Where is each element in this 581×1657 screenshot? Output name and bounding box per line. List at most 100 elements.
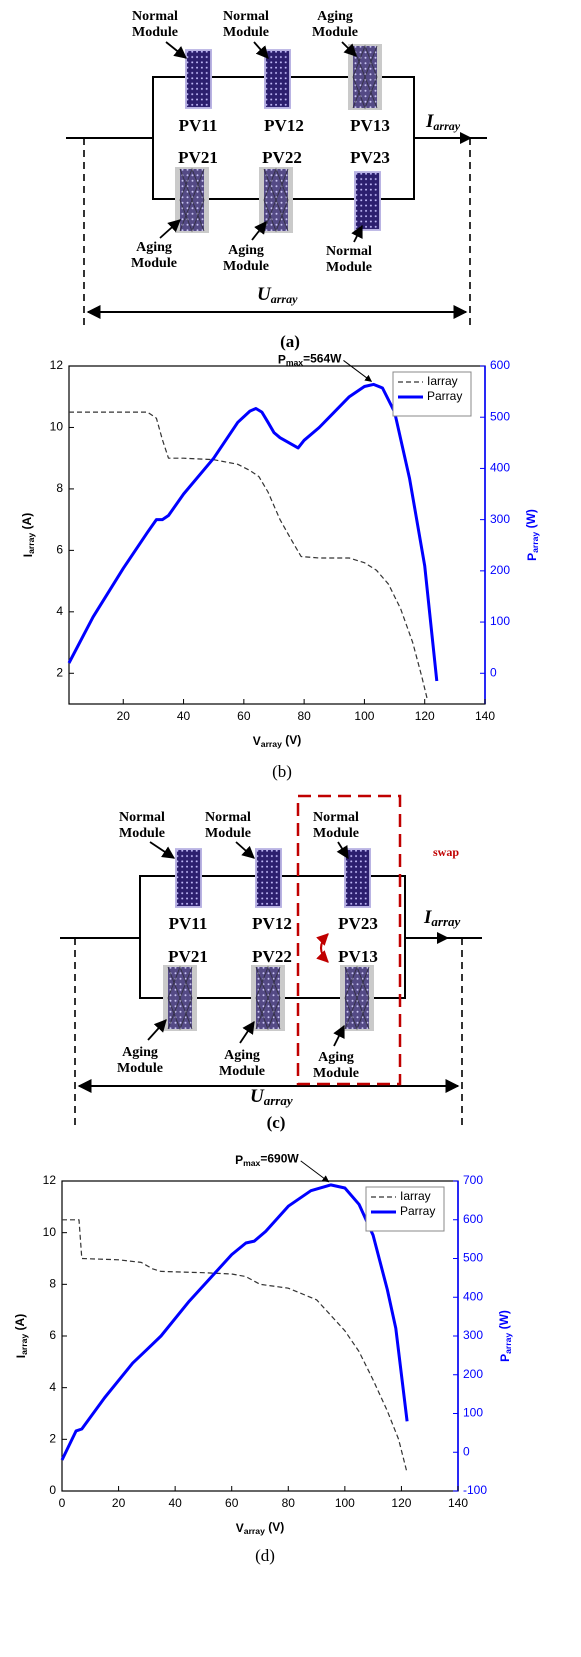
y-tick-label: 2 xyxy=(56,665,63,679)
annotation-arrow xyxy=(343,360,373,382)
x-tick-label: 20 xyxy=(112,1496,126,1510)
module-note: Module xyxy=(132,25,178,40)
pointer xyxy=(341,41,357,57)
y-axis-label-part: array xyxy=(19,1334,29,1355)
y2-tick-label: 700 xyxy=(463,1173,483,1187)
pointer xyxy=(333,1024,345,1047)
x-tick-label: 20 xyxy=(117,709,131,723)
module-name: PV13 xyxy=(350,116,390,135)
annotation-part: P xyxy=(235,1153,243,1167)
module-note: Normal xyxy=(205,810,251,825)
subscript: array xyxy=(433,119,460,133)
x-axis-label-part: array xyxy=(261,739,282,749)
y-axis-label-part: I xyxy=(21,554,35,557)
diagram-a: PV11 PV12 PV13 PV21 PV22 PV23 Normal Mod… xyxy=(66,9,487,351)
y-tick-label: 12 xyxy=(50,358,64,372)
pv-module xyxy=(354,171,381,231)
module-note: Aging xyxy=(136,240,172,255)
swap-label: swap xyxy=(433,845,459,859)
pointer xyxy=(336,841,349,860)
subscript: array xyxy=(271,292,298,306)
legend-label: Iarray xyxy=(400,1189,431,1203)
module-note: Module xyxy=(131,256,177,271)
pointer xyxy=(159,219,181,239)
x-tick-label: 100 xyxy=(335,1496,355,1510)
y2-tick-label: 0 xyxy=(463,1444,470,1458)
pointer xyxy=(239,1020,255,1044)
x-tick-label: 100 xyxy=(354,709,374,723)
x-tick-label: 40 xyxy=(168,1496,182,1510)
caption: (a) xyxy=(280,332,300,351)
y-tick-label: 8 xyxy=(49,1277,56,1291)
y2-axis-label-part: P xyxy=(498,1354,512,1362)
pv-module xyxy=(264,49,291,109)
pointer xyxy=(351,224,363,243)
annotation: Pmax=564W xyxy=(278,351,342,367)
current-label: Iarray xyxy=(423,907,461,929)
module-note: Module xyxy=(313,826,359,841)
legend-box xyxy=(365,1186,445,1232)
y2-tick-label: 500 xyxy=(490,409,510,423)
module-name: PV23 xyxy=(350,148,390,167)
y-tick-label: 4 xyxy=(56,604,63,618)
pv-module xyxy=(175,167,209,233)
symbol: U xyxy=(250,1086,265,1107)
y-tick-label: 0 xyxy=(49,1483,56,1497)
annotation-part: max xyxy=(243,1158,260,1168)
annotation-part: =564W xyxy=(303,351,342,365)
y2-tick-label: 300 xyxy=(463,1328,483,1342)
module-name: PV21 xyxy=(168,947,208,966)
symbol: I xyxy=(425,111,434,132)
pv-module xyxy=(255,848,282,908)
symbol: U xyxy=(257,284,272,305)
x-tick-label: 60 xyxy=(237,709,251,723)
module-name: PV12 xyxy=(252,914,292,933)
module-note: Module xyxy=(117,1061,163,1076)
series-line xyxy=(60,1183,409,1461)
y2-axis-label: Parray (W) xyxy=(497,1310,513,1362)
plot-frame xyxy=(68,365,486,705)
module-name: PV11 xyxy=(179,116,218,135)
x-tick-label: 60 xyxy=(225,1496,239,1510)
series-line xyxy=(67,382,439,682)
current-arrow xyxy=(460,132,472,144)
module-name: PV22 xyxy=(262,148,302,167)
y2-tick-label: 600 xyxy=(490,358,510,372)
y2-tick-label: 100 xyxy=(463,1406,483,1420)
pv-module xyxy=(251,965,285,1031)
y2-tick-label: 500 xyxy=(463,1251,483,1265)
y-tick-label: 6 xyxy=(56,543,63,557)
x-axis-label-part: array xyxy=(244,1526,265,1536)
y-axis-label-part: I xyxy=(14,1355,28,1358)
pointer xyxy=(165,41,187,59)
caption: (c) xyxy=(267,1113,286,1132)
caption: (d) xyxy=(255,1546,275,1565)
pv-module xyxy=(340,965,374,1031)
pointer xyxy=(235,841,255,859)
y-axis-label: Iarray (A) xyxy=(20,513,36,557)
series-line xyxy=(69,411,429,702)
legend-label: Iarray xyxy=(427,374,458,388)
y-axis-label-part: array xyxy=(26,533,36,554)
y-tick-label: 10 xyxy=(50,420,64,434)
y-axis-label-part: (A) xyxy=(20,513,34,533)
module-note: Module xyxy=(219,1064,265,1079)
y2-axis-label-part: array xyxy=(530,532,540,553)
x-tick-label: 80 xyxy=(297,709,311,723)
annotation-arrow xyxy=(300,1160,330,1183)
y-tick-label: 12 xyxy=(43,1173,57,1187)
module-note: Normal xyxy=(119,810,165,825)
annotation-part: max xyxy=(286,358,303,368)
module-note: Aging xyxy=(224,1048,260,1063)
pointer xyxy=(251,221,267,241)
pointer xyxy=(253,41,269,59)
diagram-c: PV11 PV12 PV23 PV21 PV22 PV13 swap Norma… xyxy=(60,794,482,1132)
y2-tick-label: 400 xyxy=(463,1289,483,1303)
x-axis-label: Varray (V) xyxy=(236,1520,284,1536)
current-arrow xyxy=(437,932,449,944)
y2-tick-label: 400 xyxy=(490,461,510,475)
x-axis-label-part: V xyxy=(253,734,261,748)
caption: (b) xyxy=(272,762,292,781)
module-note: Module xyxy=(223,25,269,40)
